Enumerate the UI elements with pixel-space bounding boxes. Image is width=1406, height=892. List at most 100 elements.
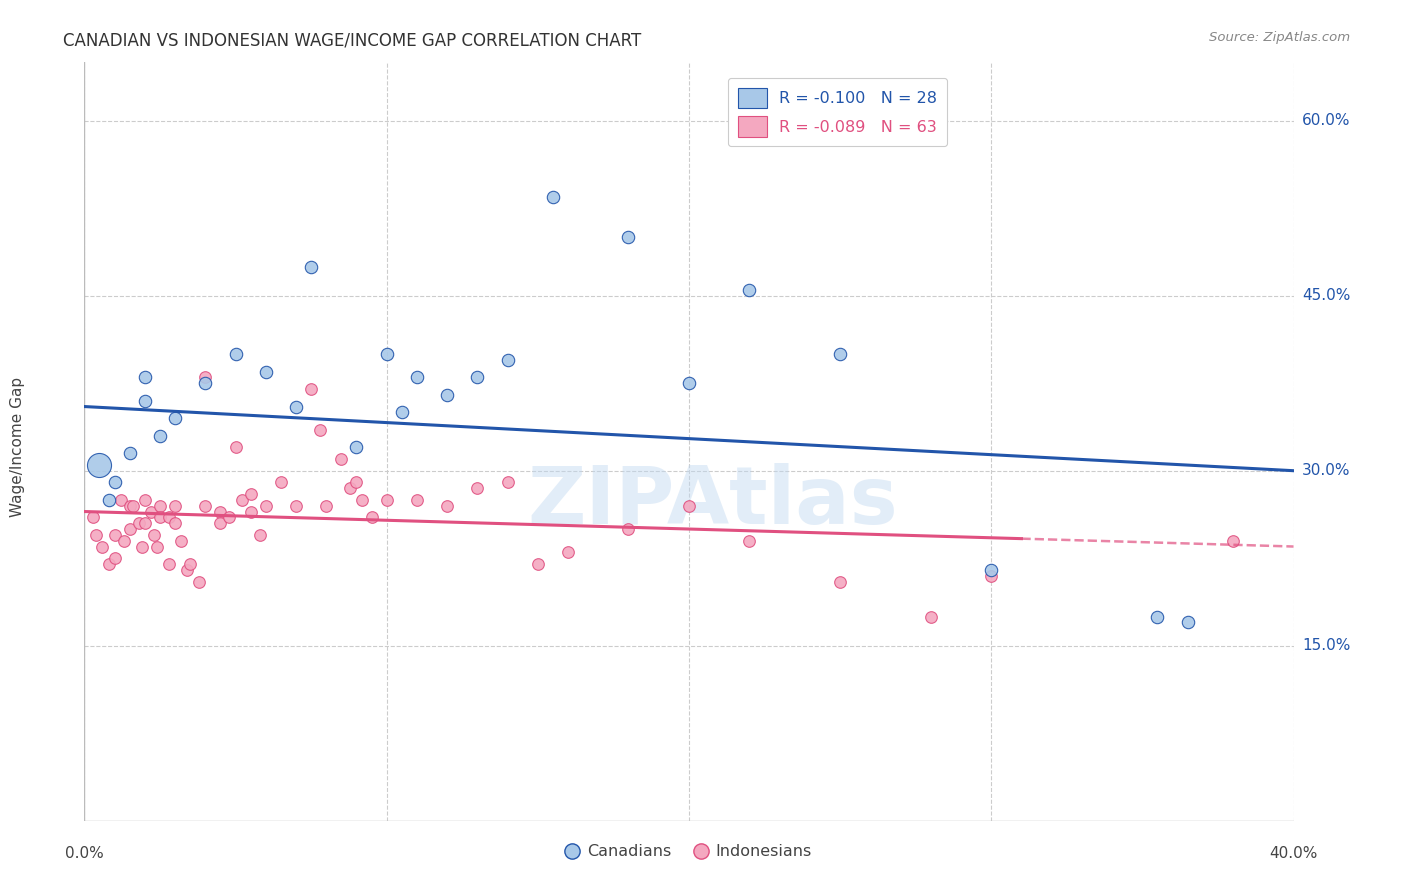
Point <box>346 441 368 455</box>
Point <box>330 452 353 467</box>
Point <box>678 376 700 391</box>
Point <box>496 352 519 367</box>
Point <box>82 510 104 524</box>
Point <box>157 557 180 571</box>
Point <box>309 423 332 437</box>
Point <box>467 370 489 384</box>
Point <box>104 475 127 490</box>
Point <box>375 492 398 507</box>
Point <box>118 446 141 460</box>
Point <box>1146 609 1168 624</box>
Point <box>617 230 640 244</box>
Point <box>557 545 579 559</box>
Point <box>346 475 368 490</box>
Text: 40.0%: 40.0% <box>1270 846 1317 861</box>
Point <box>194 370 217 384</box>
Point <box>97 492 120 507</box>
Point <box>738 533 761 548</box>
Point <box>134 516 156 531</box>
Point <box>218 510 240 524</box>
Point <box>110 492 132 507</box>
Point <box>1222 533 1244 548</box>
Point <box>188 574 211 589</box>
Text: 15.0%: 15.0% <box>1302 638 1350 653</box>
Point <box>149 499 172 513</box>
Point <box>270 475 292 490</box>
Point <box>131 540 153 554</box>
Point <box>225 347 247 361</box>
Point <box>541 189 564 203</box>
Point <box>406 370 429 384</box>
Point <box>391 405 413 419</box>
Point <box>121 499 143 513</box>
Point <box>157 510 180 524</box>
Text: 45.0%: 45.0% <box>1302 288 1350 303</box>
Point <box>112 533 135 548</box>
Point <box>249 528 271 542</box>
Point <box>118 522 141 536</box>
Point <box>617 522 640 536</box>
Point <box>830 347 852 361</box>
Text: Wage/Income Gap: Wage/Income Gap <box>10 377 25 517</box>
Point <box>231 492 253 507</box>
Legend: Canadians, Indonesians: Canadians, Indonesians <box>560 838 818 866</box>
Point <box>165 516 187 531</box>
Point <box>285 499 308 513</box>
Point <box>91 540 114 554</box>
Point <box>738 283 761 297</box>
Point <box>254 499 277 513</box>
Point <box>339 481 361 495</box>
Text: 0.0%: 0.0% <box>65 846 104 861</box>
Point <box>149 510 172 524</box>
Point <box>86 528 108 542</box>
Point <box>980 563 1002 577</box>
Point <box>467 481 489 495</box>
Point <box>128 516 150 531</box>
Point <box>239 504 262 518</box>
Point <box>97 557 120 571</box>
Point <box>360 510 382 524</box>
Point <box>176 563 198 577</box>
Point <box>142 528 165 542</box>
Point <box>146 540 169 554</box>
Point <box>170 533 193 548</box>
Point <box>194 499 217 513</box>
Point <box>920 609 942 624</box>
Point <box>149 428 172 442</box>
Point <box>118 499 141 513</box>
Point <box>194 376 217 391</box>
Point <box>496 475 519 490</box>
Point <box>209 516 232 531</box>
Point <box>527 557 550 571</box>
Point <box>375 347 398 361</box>
Point <box>315 499 337 513</box>
Point <box>104 528 127 542</box>
Point <box>134 370 156 384</box>
Text: 60.0%: 60.0% <box>1302 113 1350 128</box>
Point <box>285 400 308 414</box>
Point <box>239 487 262 501</box>
Point <box>299 382 322 396</box>
Point <box>165 499 187 513</box>
Point <box>134 393 156 408</box>
Point <box>139 504 162 518</box>
Text: CANADIAN VS INDONESIAN WAGE/INCOME GAP CORRELATION CHART: CANADIAN VS INDONESIAN WAGE/INCOME GAP C… <box>63 31 641 49</box>
Text: Source: ZipAtlas.com: Source: ZipAtlas.com <box>1209 31 1350 45</box>
Point <box>165 411 187 425</box>
Point <box>436 388 458 402</box>
Point <box>225 441 247 455</box>
Point <box>406 492 429 507</box>
Point <box>104 551 127 566</box>
Point <box>830 574 852 589</box>
Text: ZIPAtlas: ZIPAtlas <box>527 463 898 541</box>
Point <box>436 499 458 513</box>
Point <box>678 499 700 513</box>
Point <box>299 260 322 274</box>
Point <box>352 492 374 507</box>
Point <box>209 504 232 518</box>
Point <box>179 557 201 571</box>
Point <box>254 365 277 379</box>
Point <box>1177 615 1199 630</box>
Text: 30.0%: 30.0% <box>1302 463 1350 478</box>
Point <box>89 458 111 472</box>
